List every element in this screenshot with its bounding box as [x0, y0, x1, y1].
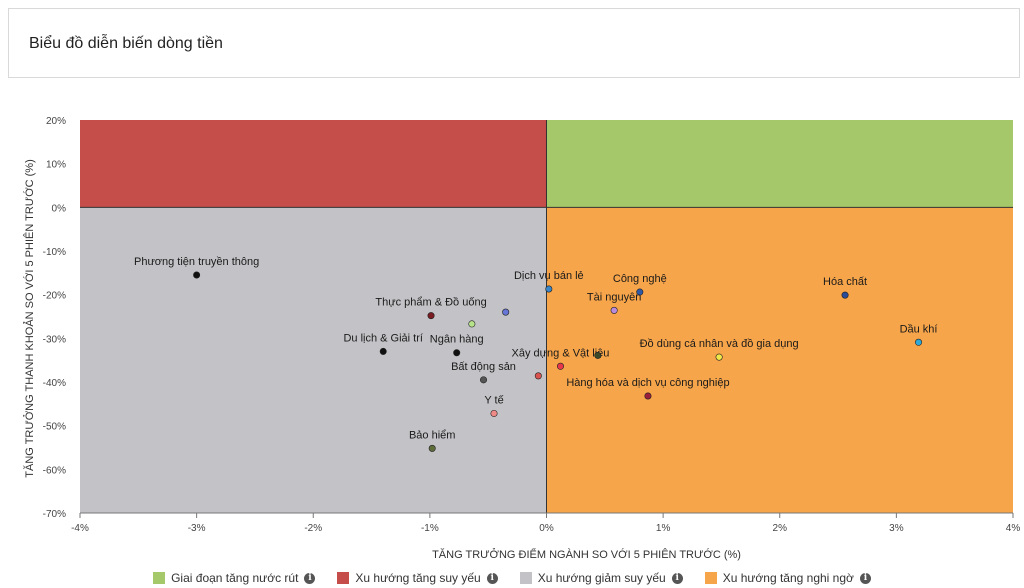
- legend-label: Xu hướng tăng suy yếu: [355, 571, 481, 585]
- legend-swatch: [704, 572, 717, 584]
- y-tick-label: -30%: [43, 334, 66, 345]
- info-icon[interactable]: i: [859, 572, 871, 584]
- legend-label: Giai đoạn tăng nước rút: [171, 571, 299, 585]
- legend-item[interactable]: Xu hướng tăng suy yếu i: [337, 570, 498, 586]
- x-tick-label: 0%: [539, 523, 554, 534]
- quadrant-3: [546, 207, 1013, 514]
- data-label: Hàng hóa và dịch vụ công nghiệp: [566, 377, 729, 389]
- quadrant-2: [80, 207, 547, 514]
- data-point: [841, 291, 849, 299]
- y-axis-title: TĂNG TRƯỞNG THANH KHOẢN SO VỚI 5 PHIÊN T…: [23, 159, 36, 477]
- x-tick-label: 2%: [773, 523, 788, 534]
- data-point: [379, 347, 387, 355]
- data-point: [644, 392, 652, 400]
- data-label: Dầu khí: [900, 323, 938, 335]
- data-label: Bảo hiểm: [409, 429, 455, 441]
- legend-swatch: [337, 572, 350, 584]
- data-label: Tài nguyên: [587, 291, 641, 303]
- data-point: [915, 338, 923, 346]
- quadrant-1: [80, 120, 547, 208]
- data-point: [490, 409, 498, 417]
- data-label: Y tế: [484, 394, 503, 406]
- data-point: [534, 372, 542, 380]
- x-tick-label: 4%: [1006, 523, 1021, 534]
- y-tick-label: 0%: [52, 203, 67, 214]
- data-point: [480, 376, 488, 384]
- data-point: [428, 444, 436, 452]
- data-label: Bất động sản: [451, 361, 516, 373]
- data-point: [468, 320, 476, 328]
- data-point: [610, 306, 618, 314]
- money-flow-scatter-chart: -4% -3% -2% -1% 0% 1% 2% 3% 4% 20% 10% 0% -10% -20% -3…: [23, 116, 1021, 561]
- y-tick-label: -20%: [43, 291, 66, 302]
- data-point: [636, 288, 644, 296]
- data-label: Du lịch & Giải trí: [343, 332, 422, 344]
- page-title: Biểu đồ diễn biến dòng tiền: [29, 35, 223, 52]
- data-label: Công nghệ: [613, 273, 667, 285]
- chart-header-panel: Biểu đồ diễn biến dòng tiền: [8, 8, 1020, 78]
- data-point: [715, 353, 723, 361]
- y-tick-label: -40%: [43, 378, 66, 389]
- legend-item[interactable]: Giai đoạn tăng nước rút i: [153, 570, 316, 586]
- legend-swatch: [519, 572, 532, 584]
- data-point: [556, 362, 564, 370]
- info-icon[interactable]: i: [304, 572, 316, 584]
- data-label: Xây dựng & Vật liệu: [512, 347, 610, 359]
- data-label: Ngân hàng: [430, 334, 484, 346]
- data-point: [427, 312, 435, 320]
- info-icon[interactable]: i: [671, 572, 683, 584]
- y-tick-label: 20%: [46, 116, 66, 127]
- legend-item[interactable]: Xu hướng giảm suy yếu i: [519, 570, 683, 586]
- data-label: Dịch vụ bán lẻ: [514, 270, 584, 282]
- data-label: Hóa chất: [823, 276, 867, 288]
- legend-swatch: [153, 572, 166, 584]
- data-label: Phương tiện truyền thông: [134, 256, 259, 268]
- x-tick-label: 3%: [889, 523, 904, 534]
- x-tick-label: 1%: [656, 523, 671, 534]
- y-tick-label: -70%: [43, 509, 66, 520]
- x-tick-label: -2%: [304, 523, 322, 534]
- data-point: [193, 271, 201, 279]
- data-point: [594, 351, 602, 359]
- legend-label: Xu hướng giảm suy yếu: [537, 571, 666, 585]
- x-tick-label: -3%: [188, 523, 206, 534]
- y-tick-label: -10%: [43, 247, 66, 258]
- data-point: [545, 285, 553, 293]
- y-tick-label: -60%: [43, 465, 66, 476]
- data-point: [502, 308, 510, 316]
- chart-legend: Giai đoạn tăng nước rút i Xu hướng tăng su…: [0, 570, 1024, 586]
- y-tick-label: -50%: [43, 422, 66, 433]
- data-label: Thực phẩm & Đồ uống: [375, 297, 486, 309]
- x-tick-label: -4%: [71, 523, 89, 534]
- legend-item[interactable]: Xu hướng tăng nghi ngờ i: [704, 570, 871, 586]
- y-tick-label: 10%: [46, 160, 66, 171]
- data-label: Đồ dùng cá nhân và đồ gia dụng: [640, 338, 799, 350]
- quadrant-0: [546, 120, 1013, 208]
- data-point: [453, 349, 461, 357]
- info-icon[interactable]: i: [486, 572, 498, 584]
- x-axis-title: TĂNG TRƯỞNG ĐIỂM NGÀNH SO VỚI 5 PHIÊN TR…: [432, 548, 741, 561]
- legend-label: Xu hướng tăng nghi ngờ: [722, 571, 854, 585]
- x-tick-label: -1%: [421, 523, 439, 534]
